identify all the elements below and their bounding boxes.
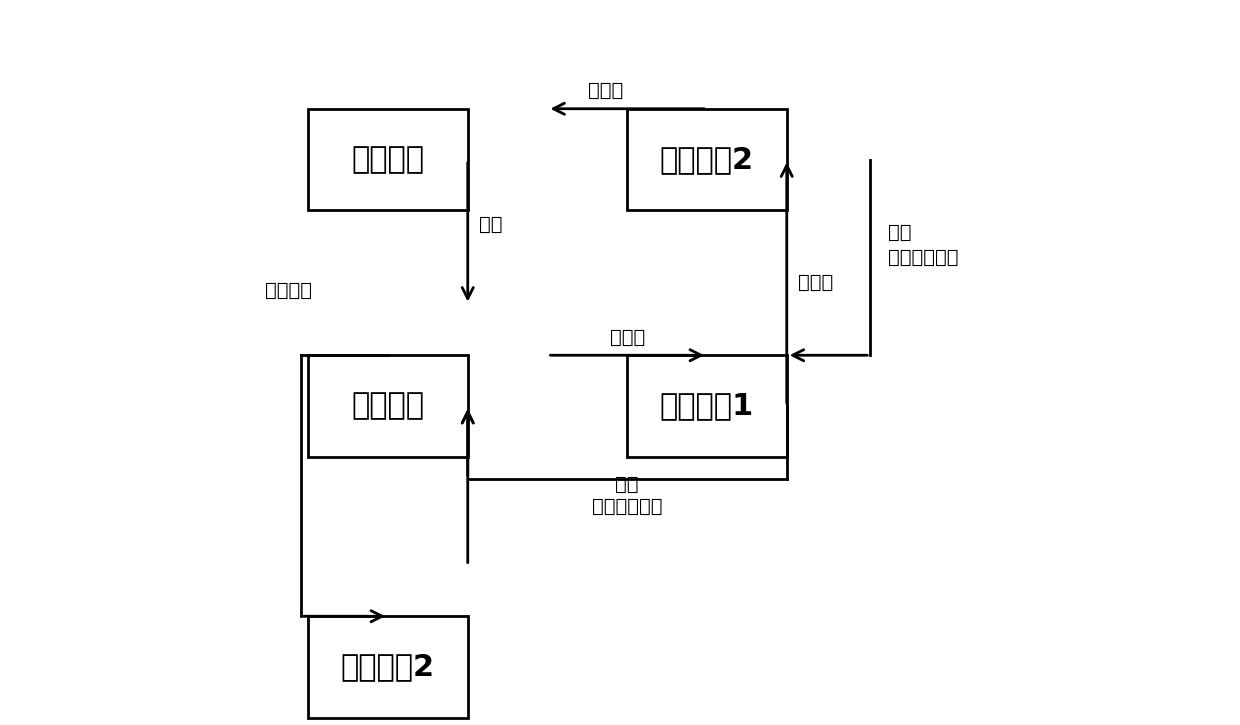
Text: 恢复上一方案: 恢复上一方案 <box>888 248 959 267</box>
Text: 恢复上一方案: 恢复上一方案 <box>591 497 662 515</box>
Text: 仍然拥堵: 仍然拥堵 <box>265 281 311 299</box>
Text: 拥堵: 拥堵 <box>888 223 911 241</box>
Text: 不拥堵: 不拥堵 <box>797 273 833 292</box>
Text: 拥堵: 拥堵 <box>479 215 502 234</box>
Text: 不拥堵: 不拥堵 <box>588 81 624 100</box>
Text: 微调方案2: 微调方案2 <box>660 145 754 174</box>
FancyBboxPatch shape <box>627 355 786 457</box>
Text: 默认方案: 默认方案 <box>351 145 424 174</box>
Text: 拥堵: 拥堵 <box>615 475 639 494</box>
FancyBboxPatch shape <box>309 109 467 210</box>
Text: 不拥堵: 不拥堵 <box>610 328 645 347</box>
FancyBboxPatch shape <box>627 109 786 210</box>
FancyBboxPatch shape <box>309 616 467 718</box>
FancyBboxPatch shape <box>309 355 467 457</box>
Text: 微调方案1: 微调方案1 <box>660 392 754 420</box>
Text: 调节方案: 调节方案 <box>351 392 424 420</box>
Text: 调节方案2: 调节方案2 <box>341 652 435 682</box>
